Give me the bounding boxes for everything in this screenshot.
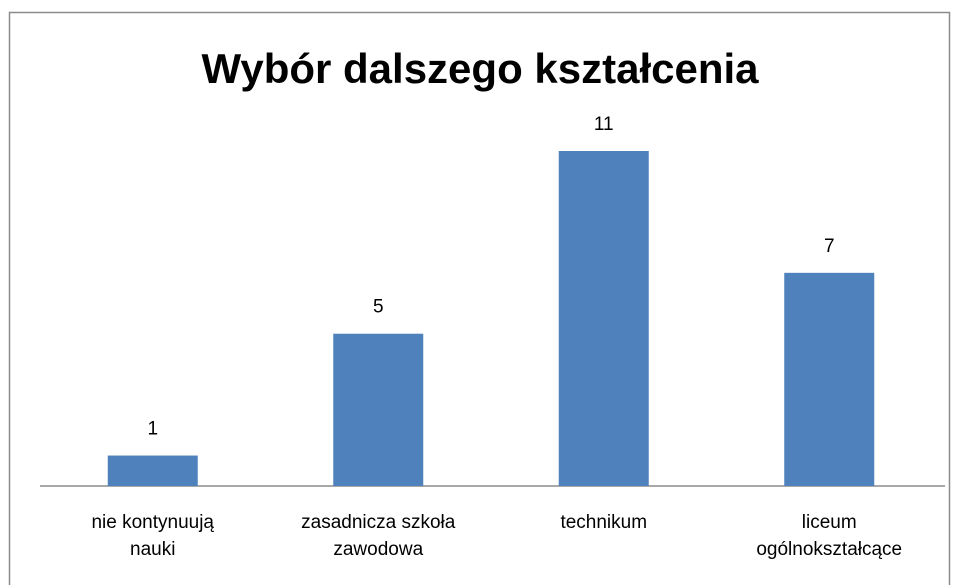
data-label: 11 (594, 114, 614, 135)
data-label: 5 (373, 297, 384, 318)
x-tick-label: liceum ogólnokształcące (756, 512, 903, 560)
bar (784, 272, 875, 486)
chart-title: Wybór dalszego kształcenia (201, 45, 759, 92)
data-label: 7 (824, 236, 835, 257)
bar (107, 455, 198, 486)
x-tick-label: nie kontynuują nauki (91, 512, 215, 560)
data-label: 1 (147, 419, 158, 440)
bar (558, 151, 649, 486)
x-tick-label: technikum (560, 512, 648, 533)
bar (333, 333, 424, 486)
x-tick-label: zasadnicza szkoła zawodowa (301, 512, 456, 560)
